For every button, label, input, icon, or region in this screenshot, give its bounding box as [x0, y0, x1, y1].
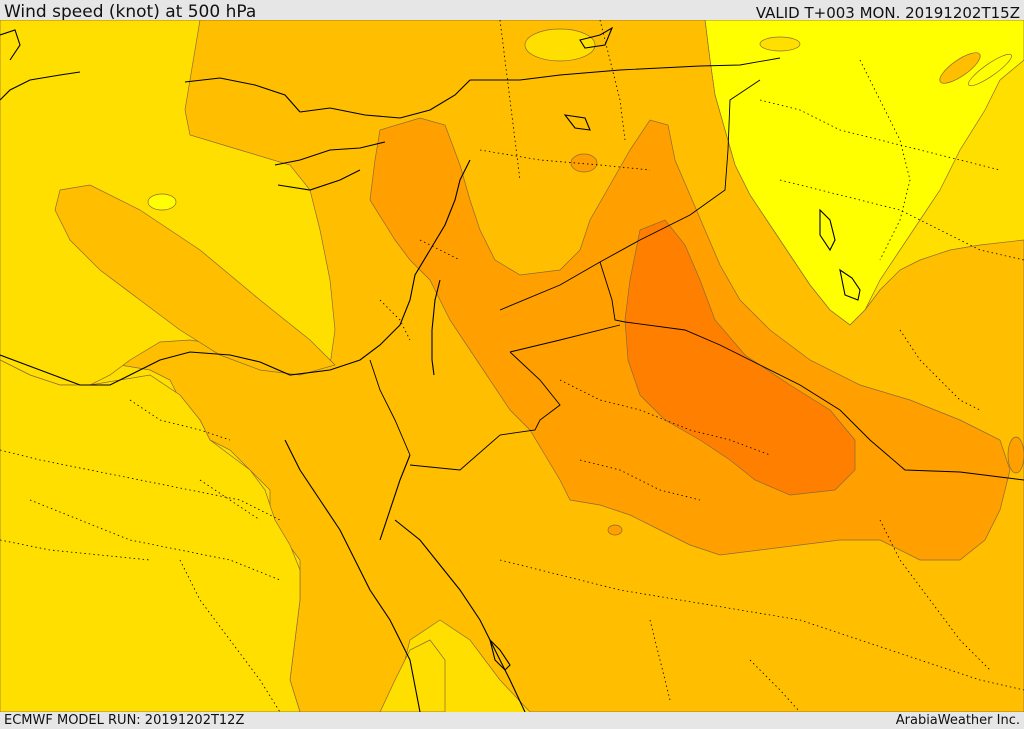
wind-band-light-south [379, 639, 446, 712]
coastlines [0, 26, 861, 712]
province-borders [0, 20, 1024, 712]
country-borders [369, 57, 1024, 481]
map-title: Wind speed (knot) at 500 hPa [4, 2, 257, 22]
wind-band-light-blob-north [759, 36, 801, 52]
valid-time: VALID T+003 MON. 20191202T15Z [755, 4, 1020, 22]
wind-band-mid-blob-s [607, 524, 623, 536]
header-bar: Wind speed (knot) at 500 hPa VALID T+003… [0, 0, 1024, 22]
wind-band-light-blob-nw [524, 28, 596, 62]
wind-band-light-southwest [0, 359, 301, 712]
wind-speed-map[interactable] [0, 20, 1024, 712]
footer-bar: ECMWF MODEL RUN: 20191202T12Z ArabiaWeat… [0, 712, 1024, 729]
wind-band-light-blob-ne [939, 52, 981, 84]
wind-band-lightest-blob-ne [968, 53, 1012, 87]
wind-band-mid-west [54, 184, 336, 376]
model-run-label: ECMWF MODEL RUN: 20191202T12Z [4, 713, 245, 728]
credit-label: ArabiaWeather Inc. [895, 713, 1020, 728]
wind-band-orange-blob [570, 153, 598, 173]
wind-band-lightest-blob [147, 193, 177, 211]
map-canvas [0, 20, 1024, 712]
wind-band-dark [624, 219, 856, 496]
wind-band-light-blob-east [1007, 436, 1024, 474]
